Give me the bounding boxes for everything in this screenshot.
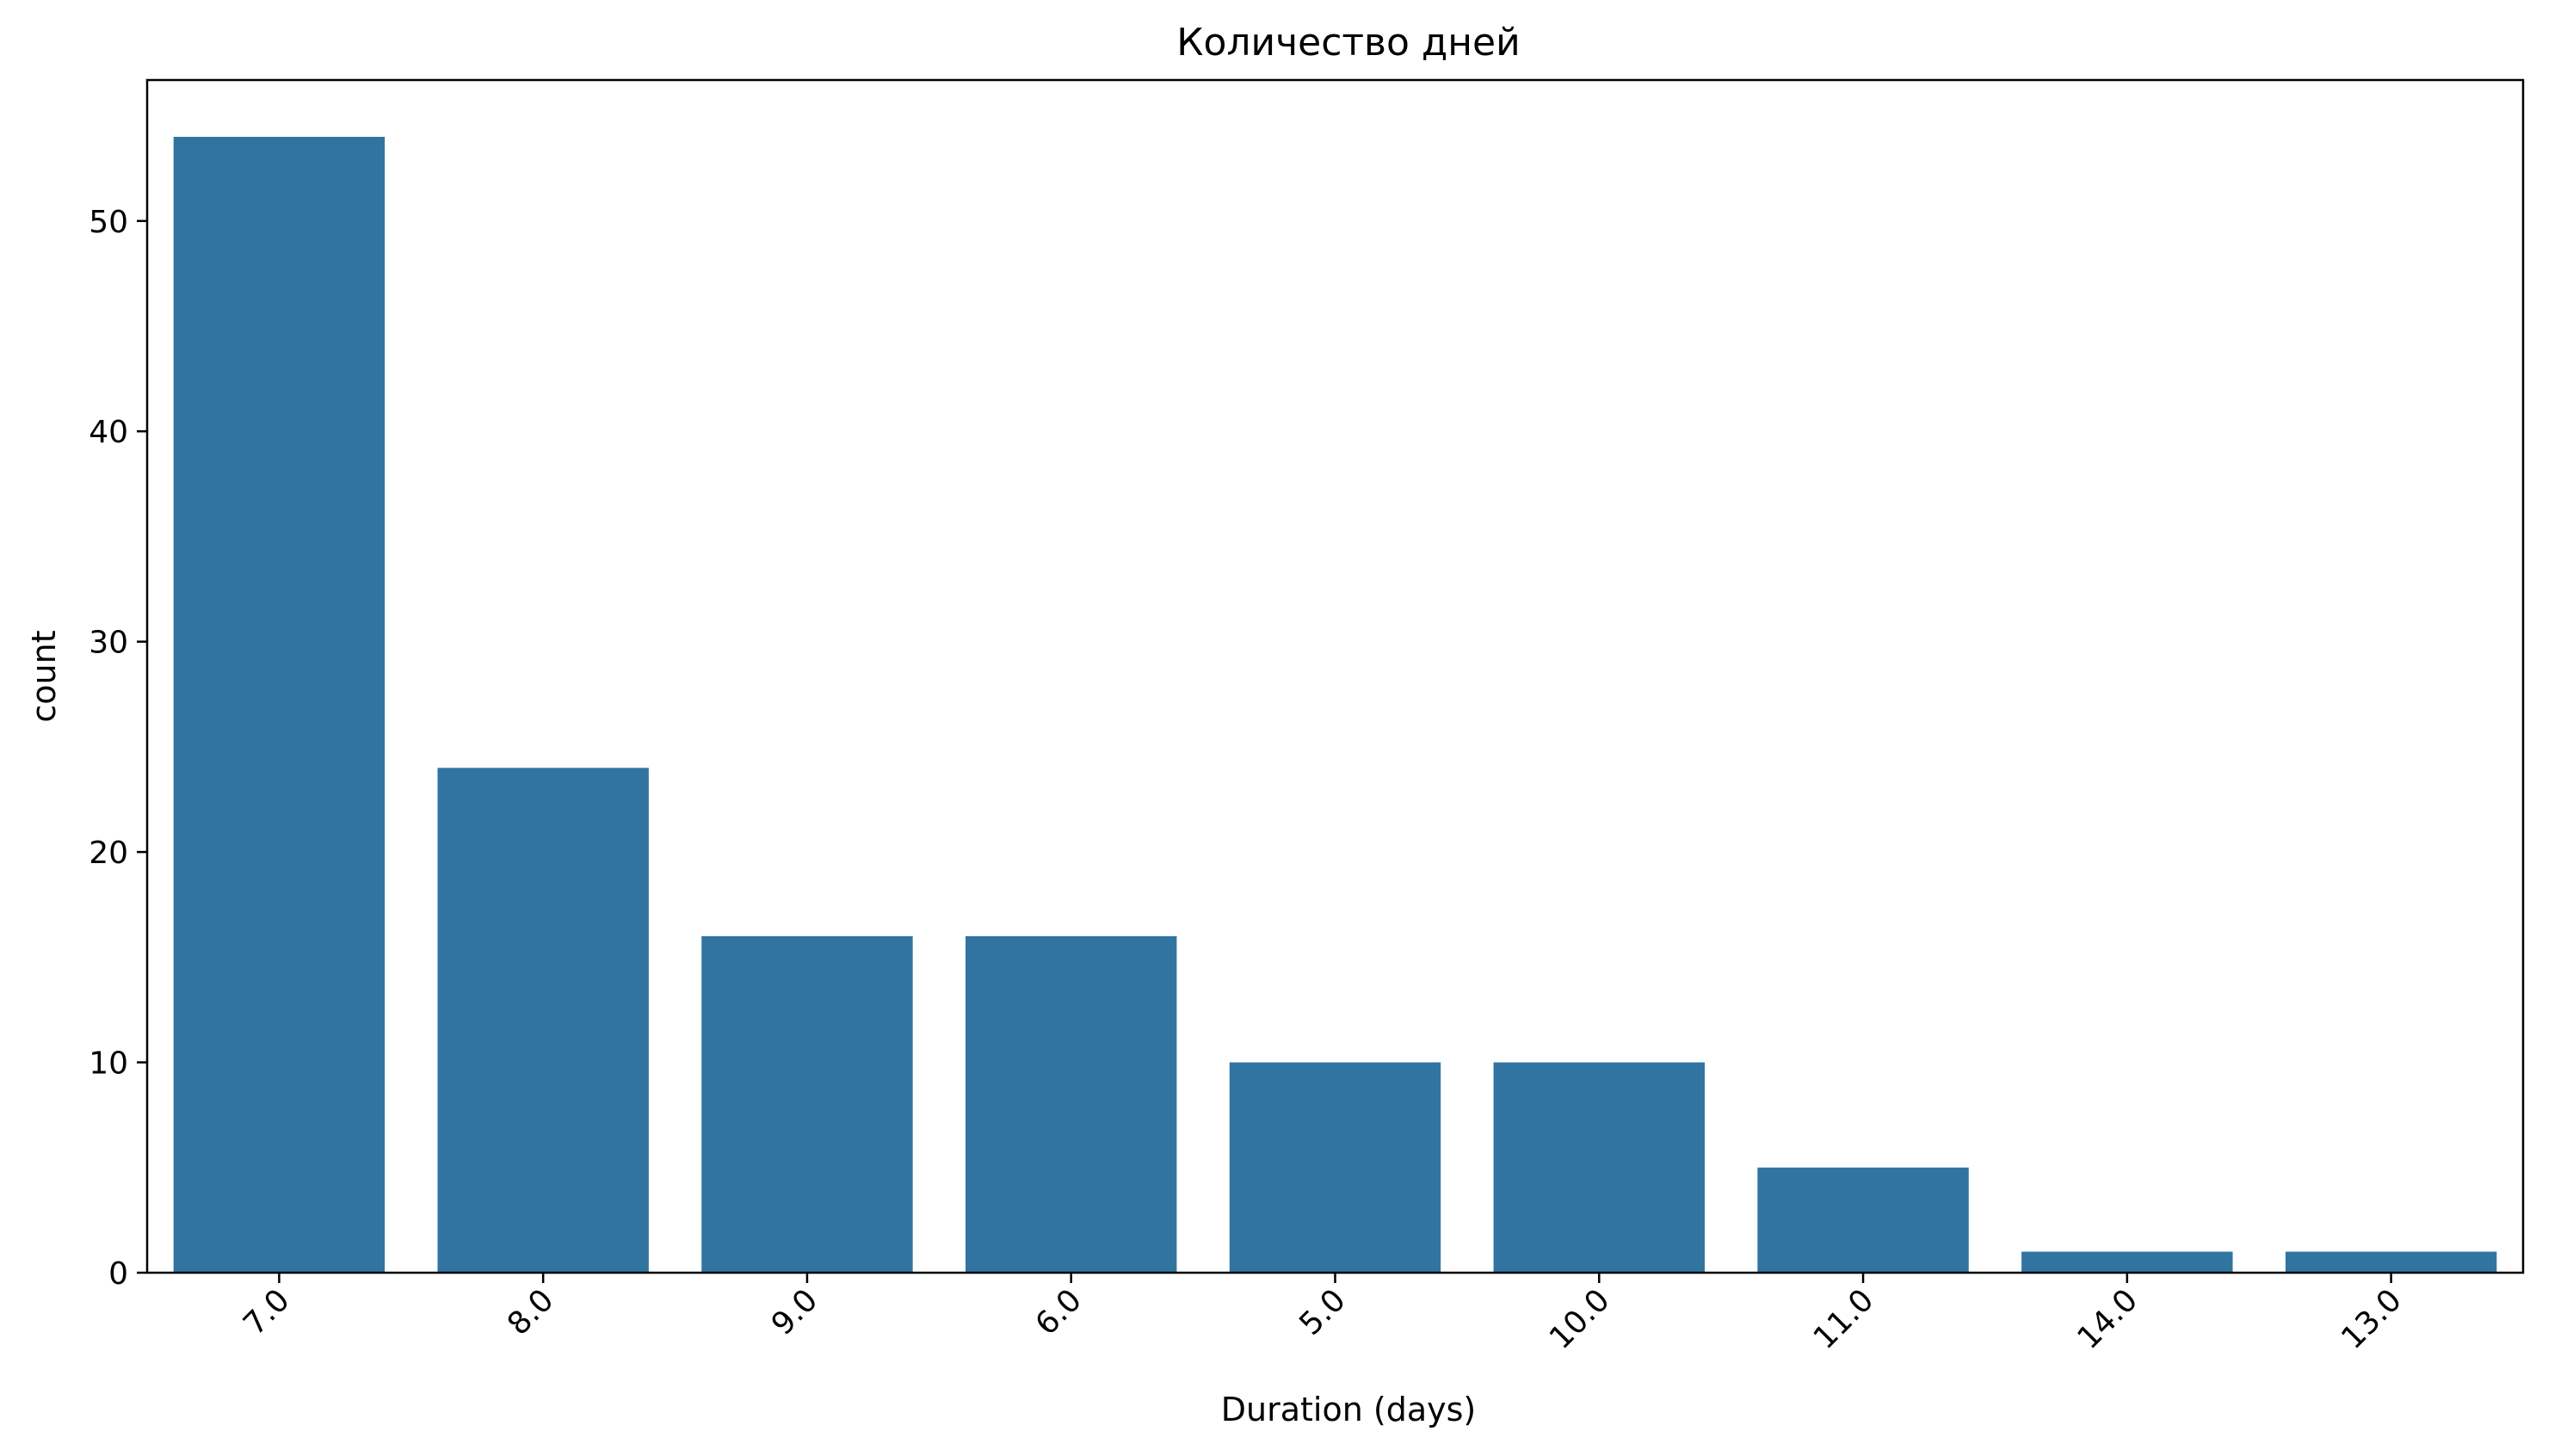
- chart-title: Количество дней: [1176, 21, 1520, 65]
- x-tick-label: 10.0: [1543, 1282, 1617, 1356]
- x-tick-label: 11.0: [1807, 1282, 1881, 1356]
- y-tick-label: 30: [89, 626, 128, 661]
- bar-7.0: [173, 137, 386, 1273]
- y-tick-label: 50: [89, 205, 128, 240]
- x-axis-ticks: 7.0 8.0 9.0 6.0 5.0 10.0 11.0 14.0 13.0: [237, 1273, 2409, 1356]
- bar-5.0: [1229, 1062, 1441, 1273]
- x-tick-label: 14.0: [2071, 1282, 2145, 1356]
- x-tick-label: 8.0: [501, 1282, 560, 1342]
- y-tick-label: 20: [89, 836, 128, 871]
- x-tick-label: 7.0: [237, 1282, 296, 1342]
- x-tick-label: 5.0: [1293, 1282, 1352, 1342]
- bar-6.0: [966, 935, 1177, 1273]
- x-axis-label: Duration (days): [1221, 1391, 1476, 1428]
- y-tick-label: 40: [89, 415, 128, 450]
- y-axis-label: count: [25, 630, 63, 722]
- bar-9.0: [701, 935, 913, 1273]
- bar-14.0: [2021, 1251, 2233, 1273]
- bar-8.0: [437, 768, 649, 1273]
- plot-frame: [145, 78, 2525, 1274]
- x-tick-label: 9.0: [765, 1282, 824, 1342]
- bar-13.0: [2285, 1251, 2497, 1273]
- x-tick-label: 13.0: [2335, 1282, 2409, 1356]
- bar-10.0: [1493, 1062, 1705, 1273]
- y-tick-label: 0: [108, 1256, 128, 1292]
- bars-layer: [173, 137, 2497, 1273]
- y-axis-ticks: 0 10 20 30 40 50: [89, 205, 147, 1292]
- bar-11.0: [1757, 1167, 1969, 1273]
- x-tick-label: 6.0: [1029, 1282, 1089, 1342]
- y-tick-label: 10: [89, 1046, 128, 1082]
